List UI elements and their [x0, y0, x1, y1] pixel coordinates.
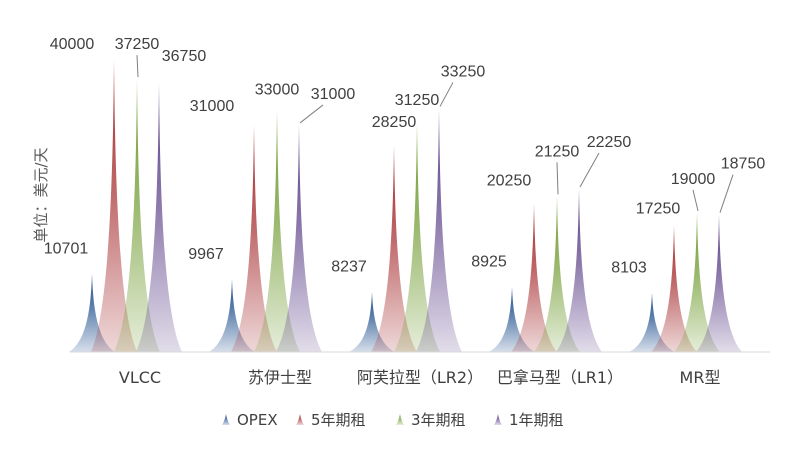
- spike-4-0: [629, 292, 675, 352]
- leader-line-0-2: [136, 55, 139, 78]
- legend-marker-2: [396, 414, 404, 425]
- legend-marker-1: [296, 414, 304, 425]
- category-label-4: MR型: [680, 368, 721, 387]
- data-label-1-0: 9967: [188, 246, 224, 263]
- spike-4-1: [651, 225, 697, 352]
- spike-0-2: [114, 79, 160, 353]
- y-axis-label: 单位：美元/天: [32, 147, 50, 242]
- spike-3-3: [556, 189, 602, 352]
- leader-line-4-3: [719, 174, 734, 213]
- legend-label-3: 1年期租: [509, 411, 564, 429]
- legend: OPEX 5年期租 3年期租 1年期租: [222, 411, 564, 429]
- data-label-3-2: 21250: [535, 143, 580, 160]
- spike-1-2: [254, 110, 300, 353]
- data-label-4-1: 17250: [636, 201, 681, 218]
- spike-2-0: [349, 291, 395, 352]
- legend-marker-3: [494, 414, 502, 425]
- leader-line-1-3: [299, 104, 324, 124]
- data-label-0-0: 10701: [44, 241, 89, 258]
- data-label-3-1: 20250: [487, 173, 532, 190]
- legend-label-0: OPEX: [237, 411, 278, 429]
- legend-label-1: 5年期租: [311, 411, 366, 429]
- spike-4-3: [696, 214, 742, 352]
- data-label-0-2: 37250: [115, 36, 160, 53]
- data-label-1-1: 31000: [190, 98, 235, 115]
- spike-2-1: [371, 145, 417, 352]
- legend-marker-0: [222, 414, 230, 425]
- spike-2-2: [394, 123, 440, 352]
- data-label-1-3: 31000: [311, 86, 356, 103]
- data-label-4-2: 19000: [671, 171, 716, 188]
- category-label-3: 巴拿马型（LR1）: [497, 368, 623, 387]
- category-label-0: VLCC: [119, 368, 161, 387]
- data-label-2-2: 31250: [395, 92, 440, 109]
- category-label-1: 苏伊士型: [248, 368, 312, 387]
- spike-1-1: [231, 124, 277, 352]
- spike-2-3: [416, 108, 462, 352]
- data-label-3-0: 8925: [471, 254, 507, 271]
- spike-1-0: [209, 278, 255, 352]
- leader-line-3-2: [556, 162, 559, 195]
- data-label-2-0: 8237: [331, 259, 367, 276]
- category-label-2: 阿芙拉型（LR2）: [357, 368, 483, 387]
- data-label-1-2: 33000: [255, 81, 300, 98]
- spike-0-1: [91, 59, 137, 352]
- data-label-4-0: 8103: [611, 260, 647, 277]
- spike-1-3: [276, 124, 322, 352]
- leader-line-3-3: [579, 152, 600, 188]
- data-label-0-3: 36750: [162, 48, 207, 65]
- data-label-0-1: 40000: [50, 36, 95, 53]
- spike-3-0: [489, 286, 535, 352]
- spike-4-2: [674, 212, 720, 352]
- legend-label-2: 3年期租: [411, 411, 466, 429]
- data-label-2-1: 28250: [372, 114, 417, 131]
- leader-line-2-3: [439, 82, 454, 107]
- spike-0-0: [69, 273, 115, 352]
- data-label-4-3: 18750: [721, 156, 766, 173]
- spike-3-2: [534, 196, 580, 352]
- spike-3-1: [511, 203, 557, 352]
- leader-line-4-2: [692, 189, 699, 211]
- data-label-2-3: 33250: [441, 63, 486, 80]
- spike-0-3: [136, 82, 182, 353]
- data-label-3-3: 22250: [587, 134, 632, 151]
